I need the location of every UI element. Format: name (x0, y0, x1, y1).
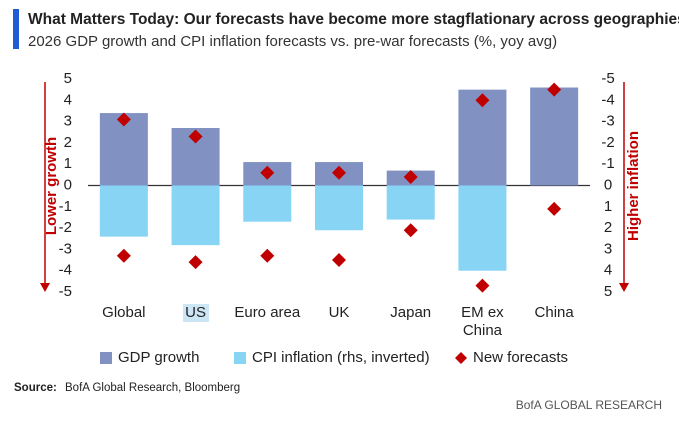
y-tick-label: 5 (64, 70, 72, 87)
x-tick-label: Global (102, 304, 146, 321)
x-tick-label: EM ex China (461, 304, 504, 339)
legend-label: GDP growth (118, 349, 199, 366)
x-tick-label: Japan (390, 304, 432, 321)
y2-tick-label: 0 (604, 176, 612, 193)
y2-tick-label: 3 (604, 240, 612, 257)
forecast-marker (188, 255, 203, 270)
forecast-marker (260, 248, 275, 263)
y-axis-label: Lower growth (43, 137, 60, 235)
title-accent (13, 9, 19, 49)
y2-arrowhead (619, 283, 629, 292)
cpi-bar (171, 185, 220, 246)
y2-tick-label: -5 (601, 70, 614, 87)
cpi-bar (315, 185, 363, 231)
forecast-marker (547, 201, 562, 216)
y-tick-label: 0 (64, 176, 72, 193)
y-arrowhead (40, 283, 50, 292)
y2-tick-label: 4 (604, 262, 612, 279)
chart-title: What Matters Today: Our forecasts have b… (28, 11, 679, 28)
y2-tick-label: -2 (601, 134, 614, 151)
legend-swatch (455, 352, 467, 364)
chart-subtitle: 2026 GDP growth and CPI inflation foreca… (28, 33, 557, 50)
y-tick-label: 2 (64, 134, 72, 151)
y-tick-label: -5 (59, 283, 72, 300)
y-tick-label: 3 (64, 113, 72, 130)
x-tick-label: US (182, 304, 209, 322)
legend-label: CPI inflation (rhs, inverted) (252, 349, 430, 366)
y2-tick-label: -3 (601, 113, 614, 130)
y2-tick-label: -1 (601, 155, 614, 172)
x-tick-label: Euro area (234, 304, 301, 321)
forecast-marker (547, 82, 562, 97)
forecast-marker (475, 278, 490, 293)
source: BofA Global Research, Bloomberg (65, 382, 240, 394)
forecast-marker (188, 129, 203, 144)
forecast-marker (403, 223, 418, 238)
cpi-bar (386, 185, 435, 220)
y2-tick-label: -4 (601, 91, 614, 108)
legend-swatch (234, 352, 246, 364)
y-tick-label: 1 (64, 155, 72, 172)
forecast-marker (403, 169, 418, 184)
forecast-marker (116, 112, 131, 127)
y-tick-label: 4 (64, 91, 72, 108)
forecast-marker (332, 253, 346, 268)
x-tick-label: China (534, 304, 574, 321)
y-tick-label: -2 (59, 219, 72, 236)
forecast-marker (332, 165, 346, 180)
source-label: Source: (14, 382, 57, 394)
y2-axis-label: Higher inflation (625, 131, 642, 241)
cpi-bar (243, 185, 292, 222)
legend-swatch (100, 352, 112, 364)
footer: BofA GLOBAL RESEARCH (516, 398, 662, 412)
forecast-marker (116, 248, 131, 263)
y2-tick-label: 2 (604, 219, 612, 236)
y-tick-label: -4 (59, 262, 72, 279)
forecast-marker (475, 93, 490, 108)
y2-tick-label: 1 (604, 198, 612, 215)
legend-label: New forecasts (473, 349, 568, 366)
y2-tick-label: 5 (604, 283, 612, 300)
y-tick-label: -1 (59, 198, 72, 215)
x-tick-label: UK (328, 304, 350, 321)
y-tick-label: -3 (59, 240, 72, 257)
cpi-bar (458, 185, 507, 271)
gdp-bar (530, 87, 579, 186)
cpi-bar (99, 185, 148, 237)
forecast-marker (260, 165, 275, 180)
